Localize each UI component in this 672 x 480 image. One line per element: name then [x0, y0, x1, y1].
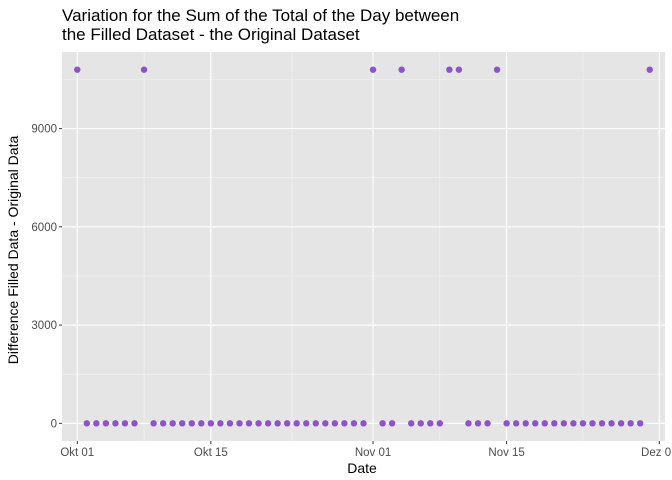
y-tick-label: 0 — [51, 418, 57, 430]
x-tick-label: Dez 01 — [641, 447, 672, 459]
data-point — [131, 420, 138, 427]
data-point — [350, 420, 358, 427]
data-point — [503, 420, 510, 427]
data-point — [484, 420, 491, 427]
data-point — [455, 66, 463, 73]
data-point — [446, 66, 453, 73]
data-point — [617, 420, 625, 427]
gridlines — [62, 52, 665, 441]
data-point — [398, 66, 405, 73]
data-point — [408, 420, 415, 427]
data-point — [93, 420, 100, 427]
data-point — [312, 420, 319, 427]
data-point — [140, 66, 148, 73]
data-point — [226, 420, 234, 427]
data-point — [427, 420, 434, 427]
data-point — [493, 66, 501, 73]
data-point — [579, 420, 587, 427]
data-point — [474, 420, 482, 427]
data-point — [169, 420, 176, 427]
data-point — [627, 420, 634, 427]
data-point — [532, 420, 539, 427]
data-point — [341, 420, 348, 427]
data-point — [322, 420, 329, 427]
data-point — [369, 66, 377, 73]
data-point — [589, 420, 596, 427]
y-axis: 0 3000 6000 9000 — [31, 124, 62, 430]
y-tick-label: 6000 — [31, 222, 57, 234]
data-point — [188, 420, 195, 427]
data-point — [331, 420, 339, 427]
x-axis-title: Date — [347, 460, 377, 476]
data-point — [112, 420, 119, 427]
data-point — [293, 420, 300, 427]
data-point — [570, 420, 577, 427]
data-point — [245, 420, 253, 427]
data-point — [636, 420, 644, 427]
data-point — [417, 420, 424, 427]
data-point — [74, 66, 81, 73]
data-point — [255, 420, 262, 427]
x-axis: Okt 01 Okt 15 Nov 01 Nov 15 Dez 01 — [60, 441, 672, 459]
data-point — [150, 420, 157, 427]
y-tick-label: 3000 — [31, 320, 57, 332]
data-point — [236, 420, 243, 427]
data-point — [121, 420, 129, 427]
data-point — [522, 420, 529, 427]
data-point — [598, 420, 606, 427]
data-point — [360, 420, 367, 427]
data-point — [560, 420, 568, 427]
data-point — [379, 420, 386, 427]
x-tick-label: Okt 15 — [194, 447, 228, 459]
data-point — [217, 420, 224, 427]
x-tick-label: Nov 01 — [355, 447, 391, 459]
data-point — [198, 420, 205, 427]
data-point — [608, 420, 615, 427]
data-point — [436, 420, 444, 427]
data-points — [74, 66, 653, 427]
plot-panel — [62, 52, 665, 441]
chart-title-line-2: the Filled Dataset - the Original Datase… — [62, 25, 360, 44]
data-point — [159, 420, 167, 427]
data-point — [264, 420, 272, 427]
data-point — [274, 420, 281, 427]
data-point — [303, 420, 310, 427]
data-point — [179, 420, 186, 427]
data-point — [388, 420, 396, 427]
x-tick-label: Nov 15 — [488, 447, 524, 459]
data-point — [646, 66, 653, 73]
y-axis-title: Difference Filled Data - Original Data — [5, 136, 21, 365]
data-point — [541, 420, 548, 427]
y-tick-label: 9000 — [31, 124, 57, 136]
chart-title-line-1: Variation for the Sum of the Total of th… — [62, 6, 459, 25]
data-point — [83, 420, 91, 427]
data-point — [207, 420, 215, 427]
data-point — [512, 420, 520, 427]
data-point — [551, 420, 558, 427]
x-tick-label: Okt 01 — [60, 447, 94, 459]
data-point — [465, 420, 472, 427]
data-point — [283, 420, 291, 427]
data-point — [102, 420, 110, 427]
